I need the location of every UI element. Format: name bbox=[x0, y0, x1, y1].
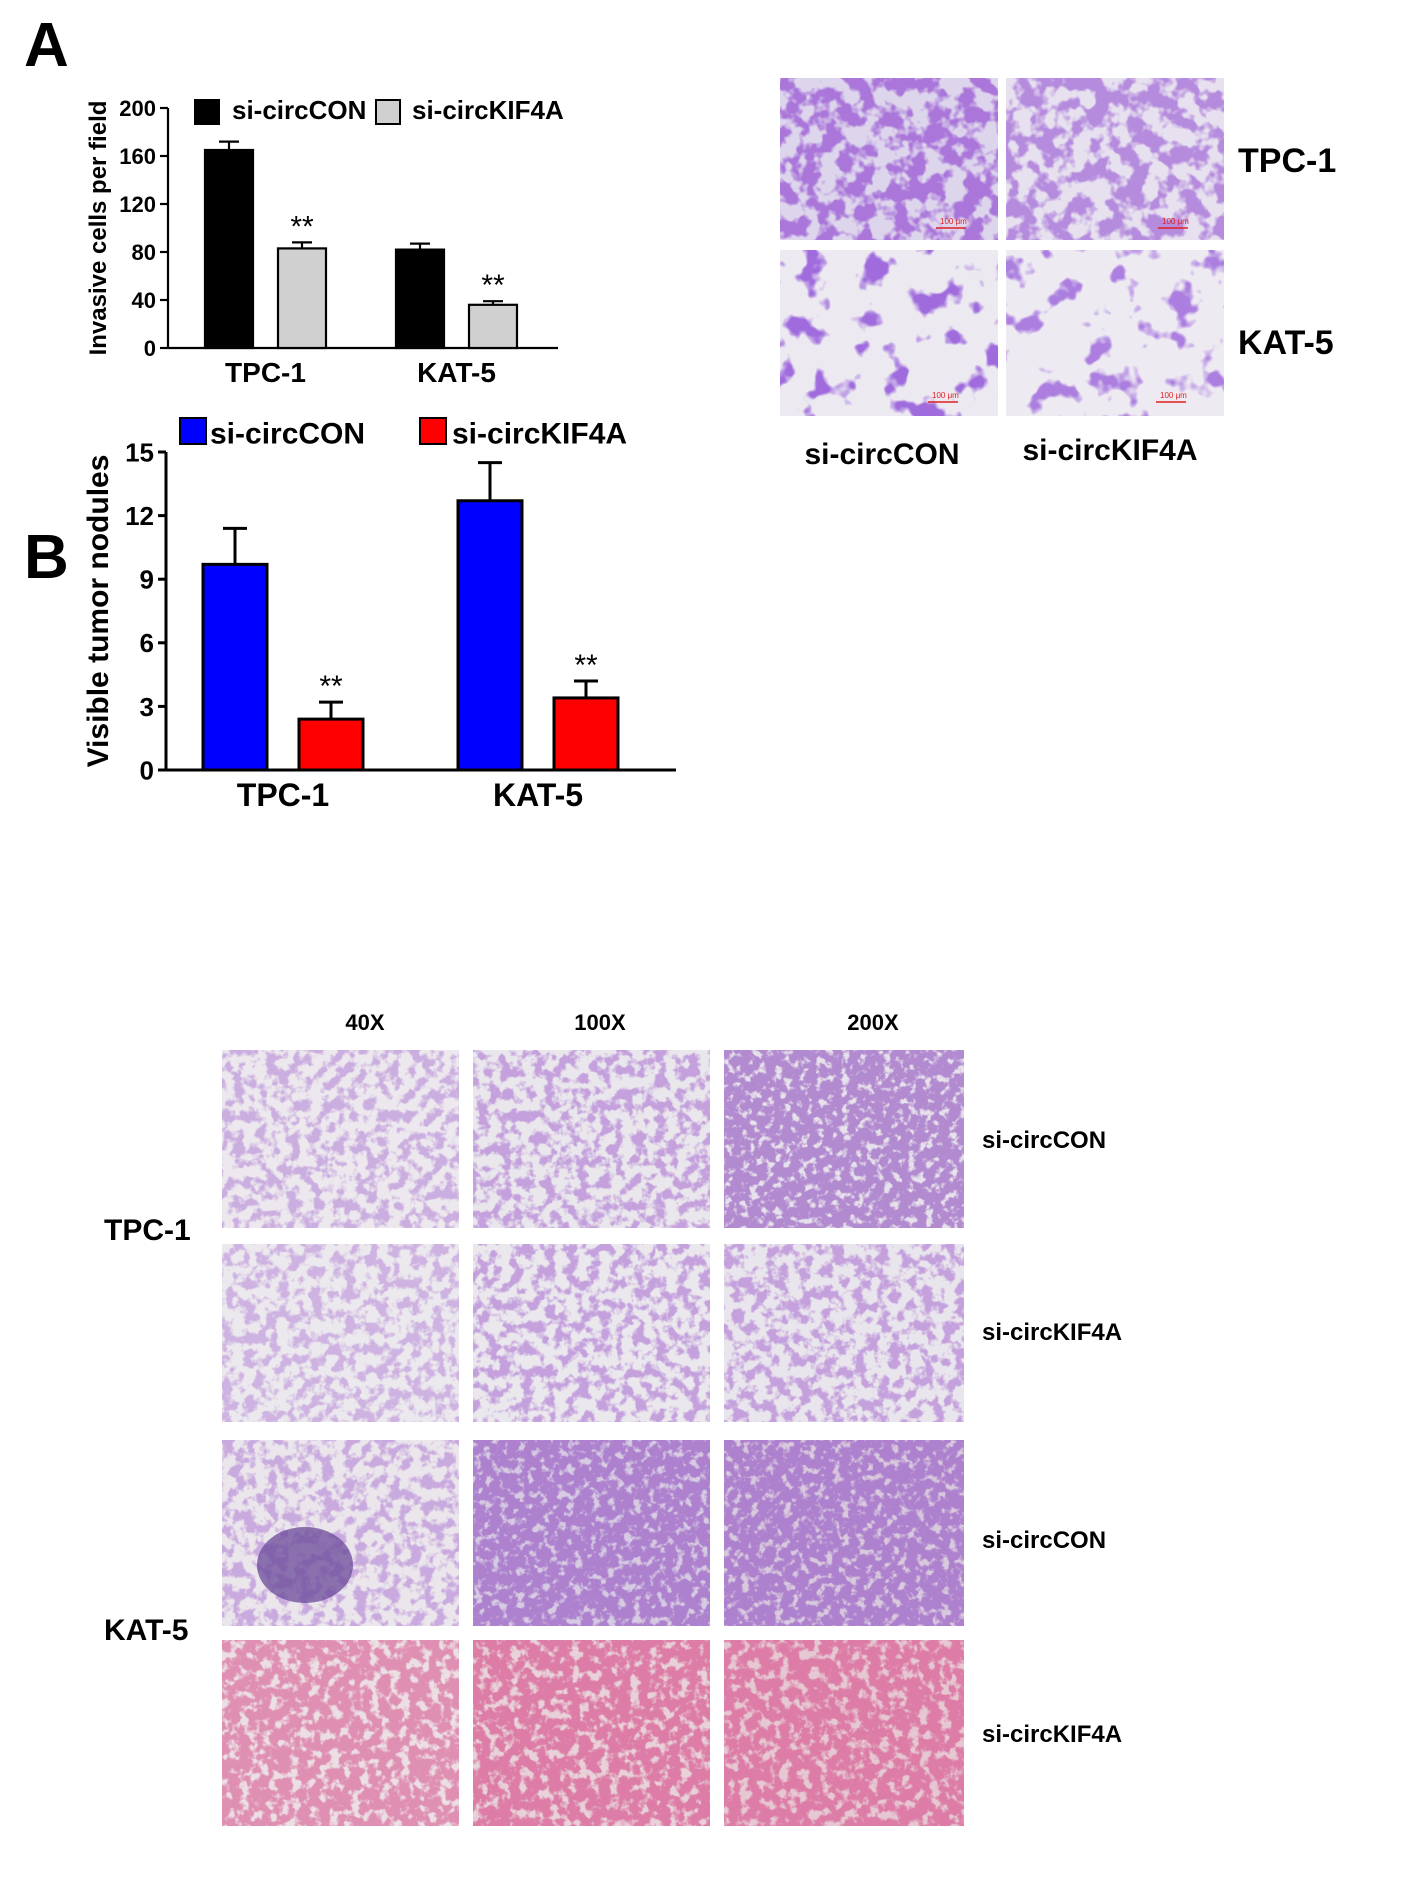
nodules-bar-chart: 0 3 6 9 12 15 Visible tumor nodules ** TPC-1 ** KA… bbox=[82, 417, 676, 813]
legend-label: si-circKIF4A bbox=[412, 95, 564, 125]
he-micrograph-grid: 40X 100X 200X TPC-1 KAT-5 si-cir bbox=[104, 1010, 1122, 1826]
legend-label: si-circCON bbox=[232, 95, 366, 125]
legend-swatch bbox=[194, 99, 220, 125]
mag-label-40x: 40X bbox=[345, 1010, 384, 1035]
svg-text:100 μm: 100 μm bbox=[1160, 391, 1187, 400]
bar bbox=[276, 247, 328, 350]
bar bbox=[203, 148, 255, 350]
col-label-si-circcon: si-circCON bbox=[804, 438, 959, 471]
legend-label: si-circCON bbox=[210, 418, 365, 451]
y-tick-label: 9 bbox=[140, 565, 154, 595]
svg-text:100 μm: 100 μm bbox=[932, 391, 959, 400]
scale-bar: 100 μm 100 μm 100 μm 100 μm bbox=[928, 217, 1189, 403]
bar bbox=[467, 303, 519, 350]
invasion-bar-chart: 0 40 80 120 160 200 Invasive cells per field **… bbox=[85, 95, 564, 388]
significance-label: ** bbox=[574, 649, 598, 682]
significance-label: ** bbox=[481, 269, 505, 302]
bar bbox=[201, 562, 269, 772]
condition-label-3: si-circCON bbox=[982, 1527, 1106, 1554]
significance-label: ** bbox=[290, 210, 314, 243]
condition-label-4: si-circKIF4A bbox=[982, 1721, 1122, 1748]
y-tick-label: 6 bbox=[140, 628, 154, 658]
invasion-micrograph-grid: 100 μm 100 μm 100 μm 100 μm TPC-1 KAT-5 … bbox=[780, 78, 1336, 471]
bar bbox=[456, 499, 524, 772]
condition-label-2: si-circKIF4A bbox=[982, 1319, 1122, 1346]
x-tick-label: TPC-1 bbox=[237, 777, 329, 813]
x-tick-label: KAT-5 bbox=[493, 777, 583, 813]
y-axis-title: Invasive cells per field bbox=[85, 101, 112, 356]
svg-text:100 μm: 100 μm bbox=[940, 217, 967, 226]
svg-text:100 μm: 100 μm bbox=[1162, 217, 1189, 226]
x-tick-label: KAT-5 bbox=[417, 357, 496, 388]
bar bbox=[394, 248, 446, 350]
legend-swatch bbox=[419, 417, 447, 445]
y-tick-label: 80 bbox=[132, 240, 156, 265]
x-tick-label: TPC-1 bbox=[225, 357, 306, 388]
cell-line-label-tpc1: TPC-1 bbox=[104, 1214, 191, 1247]
y-tick-label: 0 bbox=[140, 755, 154, 785]
panel-label-b: B bbox=[24, 523, 69, 592]
legend-swatch bbox=[375, 99, 401, 125]
bar bbox=[552, 696, 620, 772]
panel-label-a: A bbox=[24, 11, 69, 80]
y-tick-label: 160 bbox=[119, 144, 156, 169]
bar bbox=[297, 717, 365, 772]
y-tick-label: 15 bbox=[125, 437, 154, 467]
y-tick-label: 12 bbox=[125, 501, 154, 531]
legend-swatch bbox=[179, 417, 207, 445]
cell-line-label-kat5: KAT-5 bbox=[104, 1614, 188, 1647]
row-label-kat5: KAT-5 bbox=[1238, 324, 1334, 362]
y-axis-title: Visible tumor nodules bbox=[82, 455, 115, 768]
row-label-tpc1: TPC-1 bbox=[1238, 142, 1336, 180]
y-tick-label: 200 bbox=[119, 96, 156, 121]
mag-label-100x: 100X bbox=[574, 1010, 626, 1035]
significance-label: ** bbox=[319, 670, 343, 703]
y-tick-label: 3 bbox=[140, 692, 154, 722]
mag-label-200x: 200X bbox=[847, 1010, 899, 1035]
col-label-si-circkif4a: si-circKIF4A bbox=[1022, 434, 1197, 467]
y-tick-label: 40 bbox=[132, 288, 156, 313]
y-tick-label: 0 bbox=[144, 336, 156, 361]
y-tick-label: 120 bbox=[119, 192, 156, 217]
condition-label-1: si-circCON bbox=[982, 1127, 1106, 1154]
legend-label: si-circKIF4A bbox=[452, 418, 627, 451]
